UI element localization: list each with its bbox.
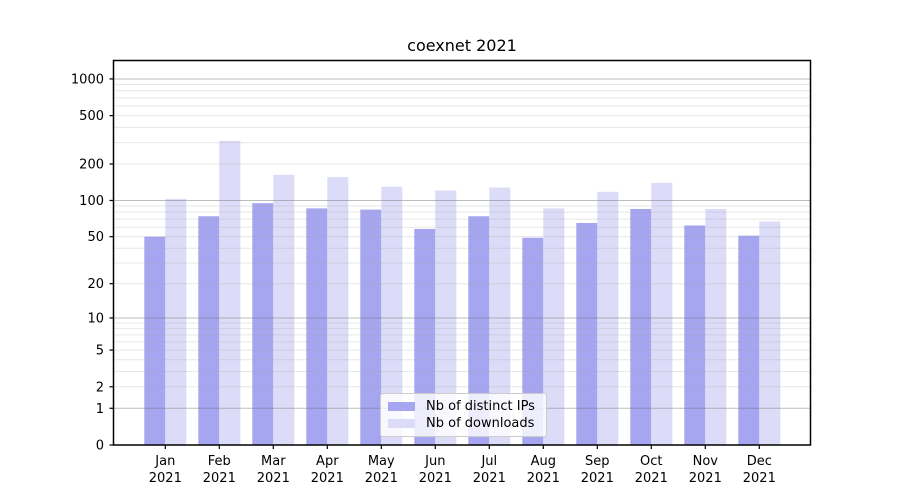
x-tick-label-month: Nov: [693, 454, 719, 469]
x-tick-label-year: 2021: [635, 471, 668, 486]
bar-downloads-mar: [273, 174, 295, 445]
x-tick-label-month: Dec: [747, 454, 772, 469]
x-tick-label-year: 2021: [473, 471, 506, 486]
bar-downloads-aug: [543, 208, 565, 445]
x-tick-label-month: Mar: [261, 454, 286, 469]
bar-distinct_ips-may: [360, 209, 382, 445]
x-tick-label-month: Jul: [480, 454, 497, 469]
x-tick-label-year: 2021: [743, 471, 776, 486]
y-tick-label: 2: [96, 380, 104, 395]
bar-downloads-apr: [327, 177, 349, 446]
x-tick-label-month: Sep: [585, 454, 610, 469]
x-tick-label-year: 2021: [689, 471, 722, 486]
bar-downloads-dec: [759, 221, 781, 445]
x-tick-label-month: Feb: [208, 454, 231, 469]
bar-downloads-feb: [219, 140, 241, 445]
x-tick-label-year: 2021: [257, 471, 290, 486]
y-tick-label: 100: [79, 194, 104, 209]
bar-distinct_ips-sep: [576, 223, 598, 445]
y-tick-label: 500: [79, 109, 104, 124]
y-tick-label: 0: [96, 439, 104, 454]
chart-title: coexnet 2021: [407, 36, 517, 55]
y-tick-label: 200: [79, 158, 104, 173]
y-tick-label: 20: [87, 277, 104, 292]
y-tick-label: 1000: [71, 72, 104, 87]
bar-downloads-may: [381, 186, 403, 445]
bar-downloads-nov: [705, 208, 727, 445]
bar-distinct_ips-jan: [144, 236, 166, 445]
bar-distinct_ips-mar: [252, 203, 274, 445]
x-tick-label-year: 2021: [419, 471, 452, 486]
x-tick-label-month: Oct: [640, 454, 662, 469]
y-tick-label: 5: [96, 344, 104, 359]
legend-item-distinct-ips: Nb of distinct IPs: [388, 399, 538, 414]
bar-downloads-jul: [489, 187, 511, 445]
x-tick-label-month: Apr: [316, 454, 339, 469]
bar-distinct_ips-nov: [684, 225, 706, 445]
y-tick-label: 50: [87, 230, 104, 245]
legend-item-downloads: Nb of downloads: [388, 416, 538, 431]
y-tick-label: 10: [87, 311, 104, 326]
x-tick-label-year: 2021: [149, 471, 182, 486]
bar-distinct_ips-feb: [198, 216, 220, 445]
bar-distinct_ips-jun: [414, 228, 436, 445]
y-tick-label: 1: [96, 402, 104, 417]
x-tick-label-year: 2021: [527, 471, 560, 486]
bar-downloads-jan: [165, 198, 187, 445]
x-tick-label-year: 2021: [203, 471, 236, 486]
legend-label-distinct-ips: Nb of distinct IPs: [426, 398, 535, 414]
bar-distinct_ips-oct: [630, 208, 652, 445]
bar-downloads-sep: [597, 191, 619, 445]
x-tick-label-year: 2021: [365, 471, 398, 486]
bar-downloads-jun: [435, 190, 457, 445]
bar-downloads-oct: [651, 182, 673, 445]
bar-distinct_ips-apr: [306, 208, 328, 445]
x-tick-label-month: May: [368, 454, 395, 469]
x-tick-label-month: Jan: [154, 454, 175, 469]
plot-frame: [112, 59, 812, 446]
x-tick-label-month: Jun: [424, 454, 445, 469]
legend-swatch-distinct-ips: [388, 401, 415, 411]
x-tick-label-month: Aug: [531, 454, 556, 469]
legend-label-downloads: Nb of downloads: [426, 416, 535, 432]
bar-distinct_ips-dec: [738, 235, 760, 445]
x-tick-label-year: 2021: [311, 471, 344, 486]
bar-distinct_ips-jul: [468, 216, 490, 445]
legend: Nb of distinct IPs Nb of downloads: [380, 393, 547, 437]
legend-swatch-downloads: [388, 419, 415, 429]
x-tick-label-year: 2021: [581, 471, 614, 486]
